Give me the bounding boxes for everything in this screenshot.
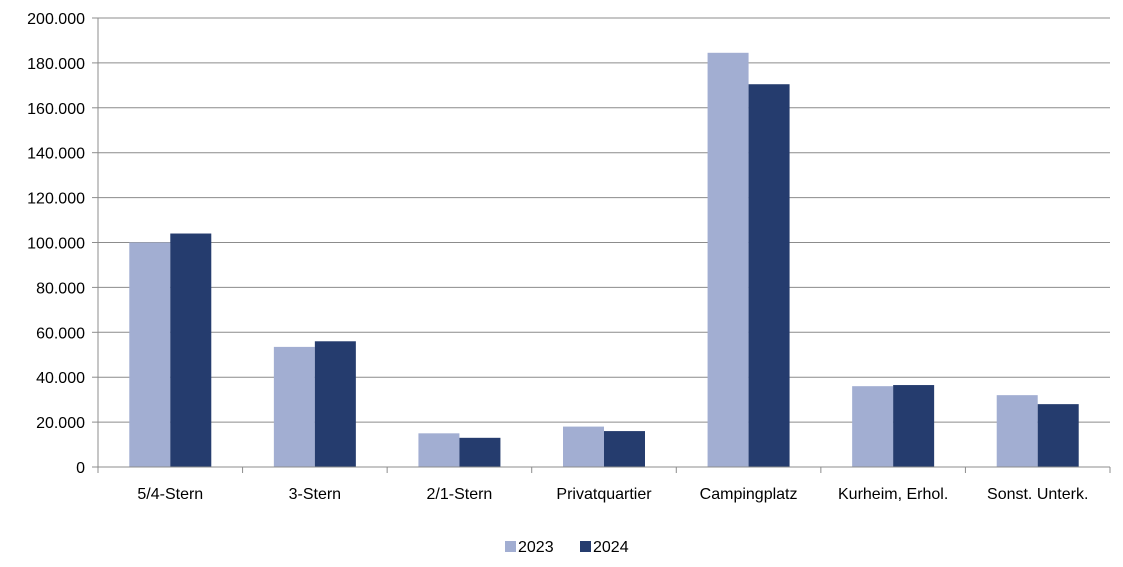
x-tick-label: 2/1-Stern [427,486,493,503]
bar-2024-2 [459,437,501,467]
bars [129,52,1079,468]
bar-2024-6 [1037,404,1079,467]
bar-2023-4 [707,52,749,468]
gridlines [92,17,1110,468]
y-tick-labels: 0 20.000 40.000 60.000 80.000 100.000 120.000 1… [27,11,85,477]
y-tick-label: 60.000 [36,325,85,342]
legend: 2023 2024 [505,539,629,556]
bar-2023-0 [129,242,171,467]
y-tick-label: 100.000 [27,236,85,253]
x-tick-label: 5/4-Stern [137,486,203,503]
legend-swatch-2024 [580,541,591,552]
x-tick-labels: 5/4-Stern 3-Stern 2/1-Stern Privatquartier C… [137,486,1088,503]
y-tick-label: 20.000 [36,415,85,432]
bar-2023-1 [273,346,315,467]
y-tick-label: 160.000 [27,101,85,118]
legend-swatch-2023 [505,541,516,552]
bar-2023-5 [852,386,894,467]
x-tick-label: Sonst. Unterk. [987,486,1088,503]
legend-label: 2023 [518,539,554,556]
bar-2024-1 [314,341,356,467]
legend-label: 2024 [593,539,629,556]
bar-2023-6 [996,395,1038,467]
bar-2023-3 [563,426,604,467]
y-tick-label: 0 [76,460,85,477]
x-tick-label: 3-Stern [289,486,341,503]
y-tick-label: 180.000 [27,56,85,73]
y-tick-label: 120.000 [27,191,85,208]
y-tick-label: 40.000 [36,370,85,387]
y-tick-label: 200.000 [27,11,85,28]
x-tick-label: Privatquartier [556,486,652,503]
bar-2023-2 [418,433,460,467]
y-tick-label: 140.000 [27,146,85,163]
bar-2024-0 [170,233,212,467]
bar-2024-5 [893,385,935,467]
y-tick-label: 80.000 [36,280,85,297]
bar-2024-3 [604,431,645,467]
x-tick-label: Campingplatz [700,486,798,503]
axes [97,18,1111,473]
x-tick-label: Kurheim, Erhol. [838,486,948,503]
bar-2024-4 [748,84,790,467]
